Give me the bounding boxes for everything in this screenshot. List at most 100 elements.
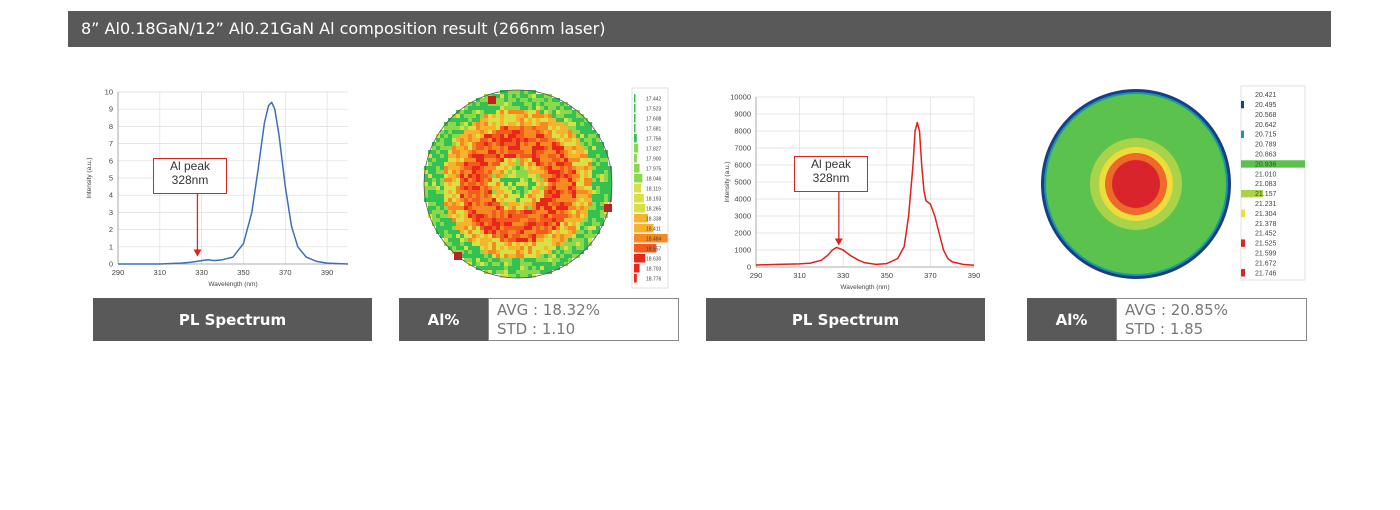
map-cell (480, 134, 484, 138)
map-cell (532, 122, 536, 126)
map-cell (520, 230, 524, 234)
map-cell (564, 146, 568, 150)
map-cell (560, 106, 564, 110)
map-cell (588, 174, 592, 178)
map-cell (524, 126, 528, 130)
map-cell (540, 138, 544, 142)
map-cell (528, 254, 532, 258)
map-cell (552, 110, 556, 114)
map-cell (524, 174, 528, 178)
map-cell (584, 118, 588, 122)
map-cell (544, 198, 548, 202)
map-cell (520, 194, 524, 198)
map-cell (504, 98, 508, 102)
map-cell (528, 142, 532, 146)
map-cell (472, 134, 476, 138)
map-cell (568, 230, 572, 234)
map-cell (448, 122, 452, 126)
map-cell (424, 198, 428, 202)
legend-label: 18.776 (646, 277, 662, 283)
legend-label: 18.338 (646, 217, 662, 223)
map-cell (492, 134, 496, 138)
map-cell (512, 222, 516, 226)
map-cell (596, 158, 600, 162)
map-cell (536, 98, 540, 102)
map-cell (532, 126, 536, 130)
map-cell (576, 170, 580, 174)
map-cell (520, 242, 524, 246)
map-cell (520, 166, 524, 170)
map-cell (536, 166, 540, 170)
map-cell (544, 206, 548, 210)
map-cell (468, 178, 472, 182)
map-cell (568, 146, 572, 150)
map-cell (480, 214, 484, 218)
map-cell (484, 222, 488, 226)
map-cell (516, 106, 520, 110)
x-tick-label: 330 (195, 268, 208, 277)
map-cell (560, 154, 564, 158)
map-cell (548, 154, 552, 158)
map-cell (476, 210, 480, 214)
map-cell (516, 170, 520, 174)
map-cell (476, 262, 480, 266)
map-cell (516, 222, 520, 226)
map-cell (544, 126, 548, 130)
map-cell (556, 134, 560, 138)
map-cell (548, 242, 552, 246)
map-cell (480, 206, 484, 210)
map-cell (464, 230, 468, 234)
map-cell (600, 162, 604, 166)
map-cell (512, 138, 516, 142)
map-cell (468, 174, 472, 178)
map-cell (516, 262, 520, 266)
map-cell (592, 182, 596, 186)
map-cell (540, 242, 544, 246)
map-cell (604, 198, 608, 202)
map-cell (556, 150, 560, 154)
map-cell (556, 226, 560, 230)
map-cell (528, 110, 532, 114)
map-cell (588, 166, 592, 170)
avg-value-1: AVG : 18.32% (497, 301, 600, 319)
map-cell (496, 130, 500, 134)
map-cell (492, 190, 496, 194)
map-cell (548, 250, 552, 254)
map-cell (528, 126, 532, 130)
map-cell (456, 230, 460, 234)
map-cell (476, 214, 480, 218)
map-cell (508, 174, 512, 178)
map-cell (476, 142, 480, 146)
map-cell (480, 98, 484, 102)
map-cell (552, 170, 556, 174)
map-cell (444, 178, 448, 182)
map-cell (556, 242, 560, 246)
map-cell (596, 162, 600, 166)
map-cell (452, 158, 456, 162)
map-cell (552, 158, 556, 162)
map-cell (584, 190, 588, 194)
map-cell (560, 166, 564, 170)
map-cell (488, 254, 492, 258)
map-cell (536, 226, 540, 230)
map-cell (496, 138, 500, 142)
map-cell (572, 202, 576, 206)
map-cell (568, 182, 572, 186)
map-cell (540, 250, 544, 254)
map-cell (516, 230, 520, 234)
map-cell (572, 166, 576, 170)
map-cell (536, 198, 540, 202)
map-cell (464, 186, 468, 190)
map-cell (552, 138, 556, 142)
map-cell (492, 162, 496, 166)
map-cell (568, 106, 572, 110)
map-cell (444, 198, 448, 202)
map-cell (512, 162, 516, 166)
map-cell (508, 94, 512, 98)
map-cell (600, 202, 604, 206)
map-cell (568, 250, 572, 254)
map-cell (548, 238, 552, 242)
map-cell (492, 122, 496, 126)
map-cell (508, 102, 512, 106)
map-cell (456, 130, 460, 134)
